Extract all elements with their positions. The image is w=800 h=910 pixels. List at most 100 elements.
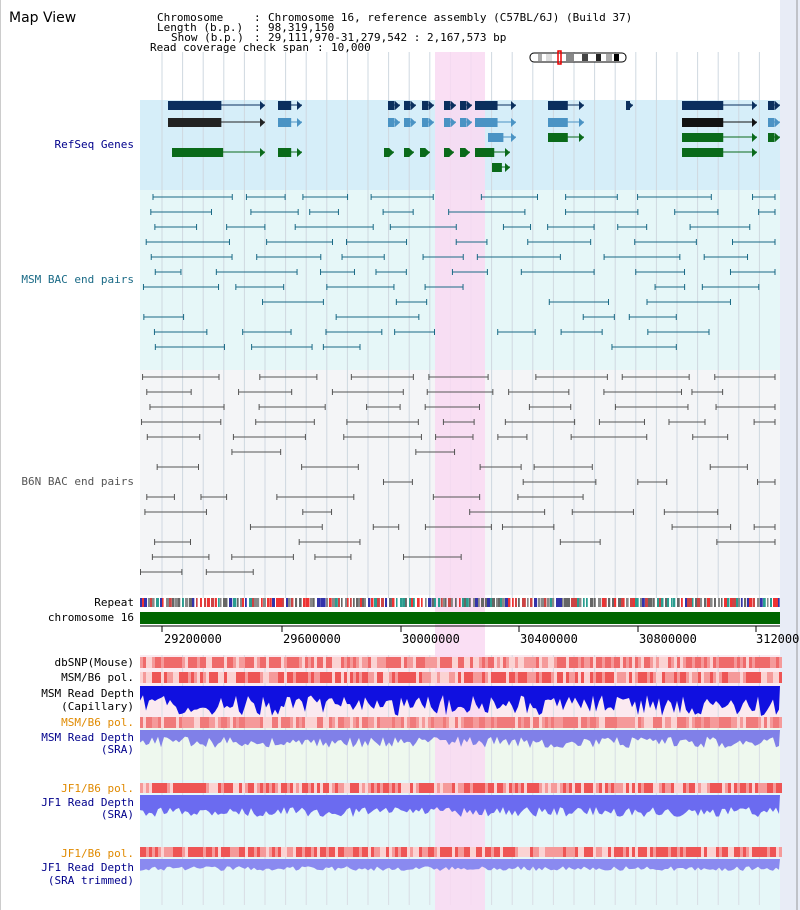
jf1-b6-pol-mark <box>497 847 500 857</box>
msm-b6-pol-label-2: MSM/B6 pol. <box>61 716 134 729</box>
jf1-b6-pol-mark <box>239 847 242 857</box>
jf1-b6-pol-mark <box>626 847 629 857</box>
msm-b6-pol-mark <box>191 672 194 683</box>
jf1-b6-pol-mark <box>500 847 503 857</box>
jf1-b6-pol-mark <box>752 783 755 793</box>
msm-b6-pol-mark <box>386 717 389 728</box>
repeat-mark <box>249 598 253 607</box>
jf1-b6-pol-mark <box>275 783 278 793</box>
msm-b6-pol-mark <box>353 672 356 683</box>
jf1-read-depth-sra-sub: (SRA) <box>100 808 134 821</box>
jf1-b6-pol-mark <box>536 847 539 857</box>
msm-b6-pol-mark <box>653 672 656 683</box>
msm-b6-pol-mark <box>641 717 644 728</box>
msm-b6-pol-mark <box>737 672 740 683</box>
jf1-b6-pol-mark <box>227 783 230 793</box>
jf1-b6-pol-mark <box>299 783 302 793</box>
jf1-b6-pol-mark <box>647 783 650 793</box>
ideogram-band <box>538 54 542 61</box>
msm-b6-pol-mark <box>182 672 185 683</box>
dbsnp-mark <box>491 657 494 668</box>
repeat-mark <box>552 598 555 607</box>
jf1-b6-pol-mark <box>722 847 725 857</box>
repeat-mark <box>700 598 703 607</box>
jf1-b6-pol-mark <box>308 847 311 857</box>
msm-b6-pol-mark <box>635 672 638 683</box>
chromosome-ideogram <box>529 50 627 65</box>
repeat-mark <box>749 598 753 607</box>
jf1-b6-pol-mark <box>551 783 554 793</box>
msm-b6-pol-mark <box>179 672 182 683</box>
dbsnp-mark <box>416 657 419 668</box>
msm-b6-pol-mark <box>752 717 755 728</box>
repeat-mark <box>396 598 398 607</box>
gene-exon <box>422 118 429 127</box>
jf1-b6-pol-mark <box>572 783 575 793</box>
msm-b6-pol-mark <box>278 672 281 683</box>
dbsnp-mark <box>428 657 431 668</box>
msm-b6-pol-mark <box>269 717 272 728</box>
gene-exon <box>460 148 466 157</box>
repeat-mark <box>770 598 772 607</box>
jf1-b6-pol-mark <box>767 847 770 857</box>
repeat-mark <box>505 598 509 607</box>
dbsnp-mark <box>476 657 479 668</box>
jf1-b6-pol-mark <box>731 783 734 793</box>
gene-strand <box>429 101 434 110</box>
jf1-b6-pol-mark <box>560 847 563 857</box>
repeat-mark <box>321 598 325 607</box>
jf1-b6-pol-mark <box>419 783 422 793</box>
jf1-b6-pol-mark <box>380 847 383 857</box>
dbsnp-mark <box>392 657 395 668</box>
dbsnp-mark <box>296 657 299 668</box>
jf1-b6-pol-mark <box>293 783 296 793</box>
msm-b6-pol-mark <box>464 717 467 728</box>
jf1-b6-pol-mark <box>233 783 236 793</box>
dbsnp-mark <box>572 657 575 668</box>
repeat-mark <box>687 598 691 607</box>
dbsnp-mark <box>302 657 305 668</box>
msm-b6-pol-mark <box>221 672 224 683</box>
msm-b6-pol-mark <box>746 717 749 728</box>
msm-b6-pol-mark <box>152 717 155 728</box>
repeat-mark <box>462 598 465 607</box>
msm-b6-pol-mark <box>242 672 245 683</box>
msm-b6-pol-mark <box>731 717 734 728</box>
dbsnp-mark <box>725 657 728 668</box>
msm-b6-pol-mark <box>230 672 233 683</box>
msm-b6-pol-mark <box>341 717 344 728</box>
jf1-b6-pol-mark <box>563 783 566 793</box>
dbsnp-mark <box>308 657 311 668</box>
msm-b6-pol-mark <box>371 672 374 683</box>
repeat-mark <box>492 598 495 607</box>
msm-b6-pol-mark <box>755 717 758 728</box>
jf1-b6-pol-mark <box>182 783 185 793</box>
msm-b6-pol-mark <box>167 672 170 683</box>
msm-b6-pol-mark <box>191 717 194 728</box>
msm-b6-pol-mark <box>197 672 200 683</box>
msm-b6-pol-mark <box>440 672 443 683</box>
dbsnp-mark <box>647 657 650 668</box>
repeat-mark <box>695 598 698 607</box>
msm-b6-pol-mark <box>170 717 173 728</box>
msm-b6-pol-mark <box>608 672 611 683</box>
repeat-mark <box>323 598 326 607</box>
repeat-label: Repeat <box>94 596 134 609</box>
jf1-b6-pol-mark <box>479 783 482 793</box>
jf1-b6-pol-mark <box>407 783 410 793</box>
msm-b6-pol-mark <box>167 717 170 728</box>
msm-b6-pol-mark <box>674 717 677 728</box>
msm-b6-pol-mark <box>272 672 275 683</box>
repeat-mark <box>574 598 578 607</box>
msm-b6-pol-mark <box>428 672 431 683</box>
msm-b6-pol-mark <box>323 717 326 728</box>
msm-b6-pol-mark <box>284 672 287 683</box>
msm-b6-pol-mark <box>548 672 551 683</box>
repeat-mark <box>166 598 170 607</box>
jf1-b6-pol-mark <box>743 847 746 857</box>
dbsnp-mark <box>581 657 584 668</box>
jf1-b6-pol-mark <box>548 783 551 793</box>
dbsnp-mark <box>545 657 548 668</box>
dbsnp-mark <box>185 657 188 668</box>
